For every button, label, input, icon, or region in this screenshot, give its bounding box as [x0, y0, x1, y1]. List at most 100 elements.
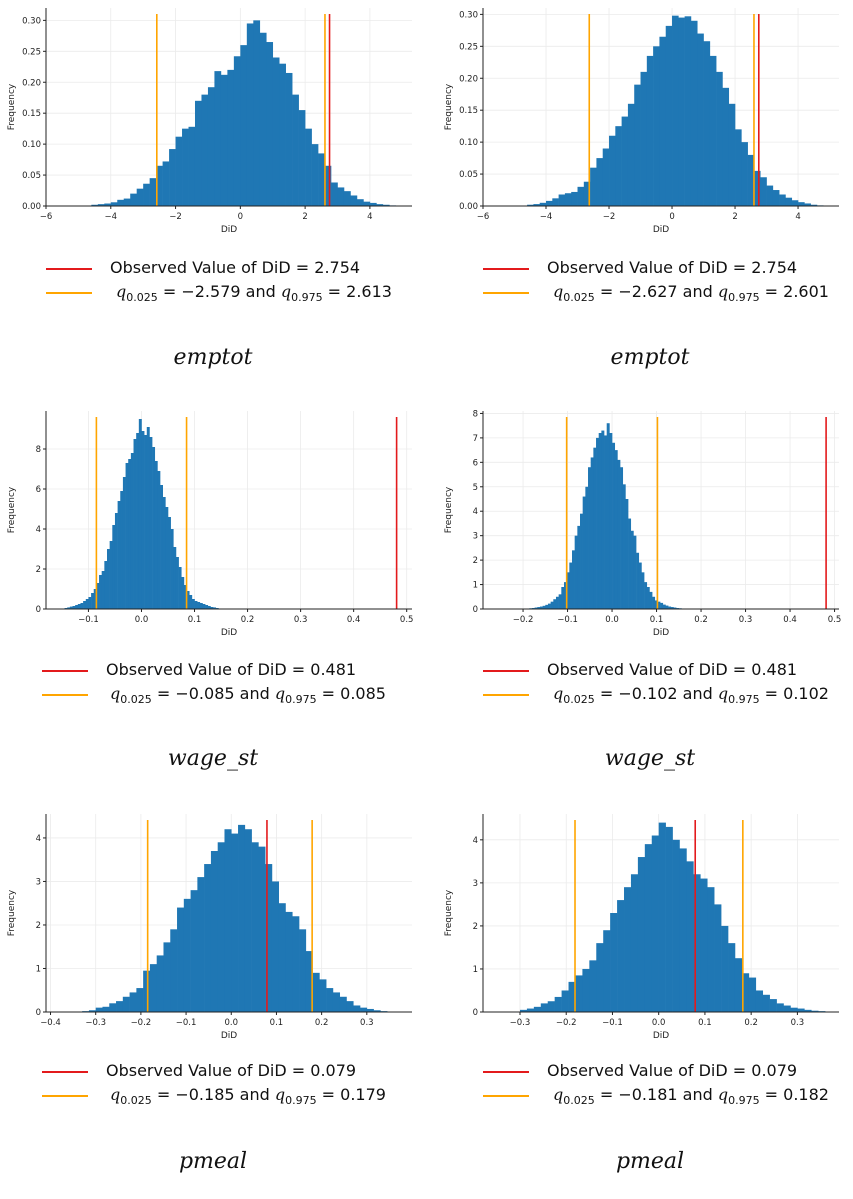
x-tick-label: −6 — [477, 212, 490, 222]
x-tick-label: −6 — [40, 212, 53, 222]
histogram-bar — [147, 427, 150, 609]
histogram-bar — [363, 202, 370, 206]
x-axis-label: DiD — [653, 628, 669, 638]
histogram-bar — [596, 438, 599, 609]
histogram-bar — [591, 457, 594, 609]
histogram-bar — [238, 825, 245, 1012]
x-tick-label: 0.4 — [783, 615, 797, 625]
histogram-bar — [770, 999, 777, 1012]
histogram-bar — [292, 916, 299, 1012]
histogram-bar — [609, 136, 616, 206]
y-tick-label: 2 — [473, 556, 478, 566]
histogram-bar — [590, 168, 597, 206]
histogram-bar — [130, 992, 137, 1012]
histogram-bar — [86, 599, 89, 609]
histogram-bar — [615, 126, 622, 206]
histogram-bar — [636, 553, 639, 609]
histogram-bar — [200, 603, 203, 609]
quantile-low-sub: 0.025 — [563, 1094, 595, 1107]
legend-swatch-quantile — [483, 694, 529, 696]
legend-swatch-quantile — [483, 292, 529, 294]
quantile-symbol: q — [110, 684, 120, 703]
y-axis-label: Frequency — [444, 83, 454, 130]
histogram-bar — [741, 142, 748, 206]
histogram-bar — [338, 187, 345, 206]
y-tick-label: 4 — [473, 836, 478, 846]
x-tick-label: 2 — [302, 212, 307, 222]
histogram-bar — [777, 1003, 784, 1012]
histogram-bar — [582, 969, 589, 1012]
histogram-bar — [665, 606, 668, 609]
quantile-high-sub: 0.975 — [728, 1094, 760, 1107]
x-tick-label: −4 — [105, 212, 118, 222]
chart-caption: wage_st — [0, 746, 426, 771]
histogram-bar — [779, 195, 786, 206]
histogram-bar — [653, 46, 660, 206]
x-axis-label: DiD — [221, 1031, 237, 1041]
histogram-bar — [638, 857, 645, 1012]
quantile-symbol: q — [718, 282, 728, 301]
histogram-bar — [124, 199, 131, 206]
histogram-bar — [728, 943, 735, 1012]
quantile-low-text: = −2.579 and — [163, 282, 276, 301]
histogram-bar — [704, 41, 711, 206]
y-tick-label: 6 — [36, 485, 41, 495]
histogram-bar — [548, 604, 551, 609]
histogram-bar — [601, 431, 604, 609]
histogram-bar — [83, 601, 86, 609]
histogram-bar — [556, 597, 559, 609]
histogram-bar — [700, 879, 707, 1012]
histogram-bar — [160, 485, 163, 609]
histogram-bar — [299, 110, 306, 206]
histogram-bar — [673, 840, 680, 1012]
histogram-bar — [580, 514, 583, 609]
histogram-bar — [729, 104, 736, 206]
legend-label-observed: Observed Value of DiD = 0.079 — [106, 1060, 356, 1082]
legend-swatch-quantile — [483, 1095, 529, 1097]
x-tick-label: 4 — [367, 212, 372, 222]
histogram-bar — [192, 599, 195, 609]
histogram-bar — [620, 467, 623, 609]
quantile-high-text: = 0.179 — [322, 1085, 386, 1104]
histogram-bar — [652, 597, 655, 609]
histogram-bar — [245, 829, 252, 1012]
histogram-bar — [559, 195, 566, 206]
y-tick-label: 4 — [36, 525, 41, 535]
histogram-bar — [218, 842, 225, 1012]
histogram-bar — [117, 200, 124, 206]
y-axis-label: Frequency — [7, 486, 17, 533]
legend-label-observed: Observed Value of DiD = 0.079 — [547, 1060, 797, 1082]
histogram-bar — [195, 601, 198, 609]
histogram-bar — [660, 603, 663, 609]
x-tick-label: −0.3 — [510, 1018, 531, 1028]
legend-label-observed: Observed Value of DiD = 0.481 — [547, 659, 797, 681]
y-tick-label: 0.30 — [22, 16, 41, 26]
y-tick-label: 6 — [473, 458, 478, 468]
histogram-bar — [541, 1003, 548, 1012]
x-tick-label: −0.1 — [78, 615, 99, 625]
histogram-bar — [628, 104, 635, 206]
histogram-bar — [647, 587, 650, 609]
quantile-high-sub: 0.975 — [285, 1094, 317, 1107]
histogram-bar — [170, 929, 177, 1012]
quantile-low-text: = −2.627 and — [600, 282, 713, 301]
legend-swatch-quantile — [42, 694, 88, 696]
histogram-bar — [102, 571, 105, 609]
histogram-bar — [141, 431, 144, 609]
quantile-high-text: = 0.085 — [322, 684, 386, 703]
histogram-bar — [589, 960, 596, 1012]
histogram-bar — [685, 16, 692, 206]
histogram-bar — [279, 64, 286, 206]
histogram-bar — [649, 592, 652, 609]
y-tick-label: 2 — [473, 922, 478, 932]
quantile-high-sub: 0.975 — [291, 291, 323, 304]
histogram-bar — [628, 519, 631, 609]
histogram-bar — [773, 190, 780, 206]
histogram-bar — [575, 536, 578, 609]
histogram-bar — [247, 23, 254, 206]
x-tick-label: −0.4 — [40, 1018, 61, 1028]
histogram-bar — [258, 847, 265, 1012]
chart-caption: wage_st — [437, 746, 853, 771]
